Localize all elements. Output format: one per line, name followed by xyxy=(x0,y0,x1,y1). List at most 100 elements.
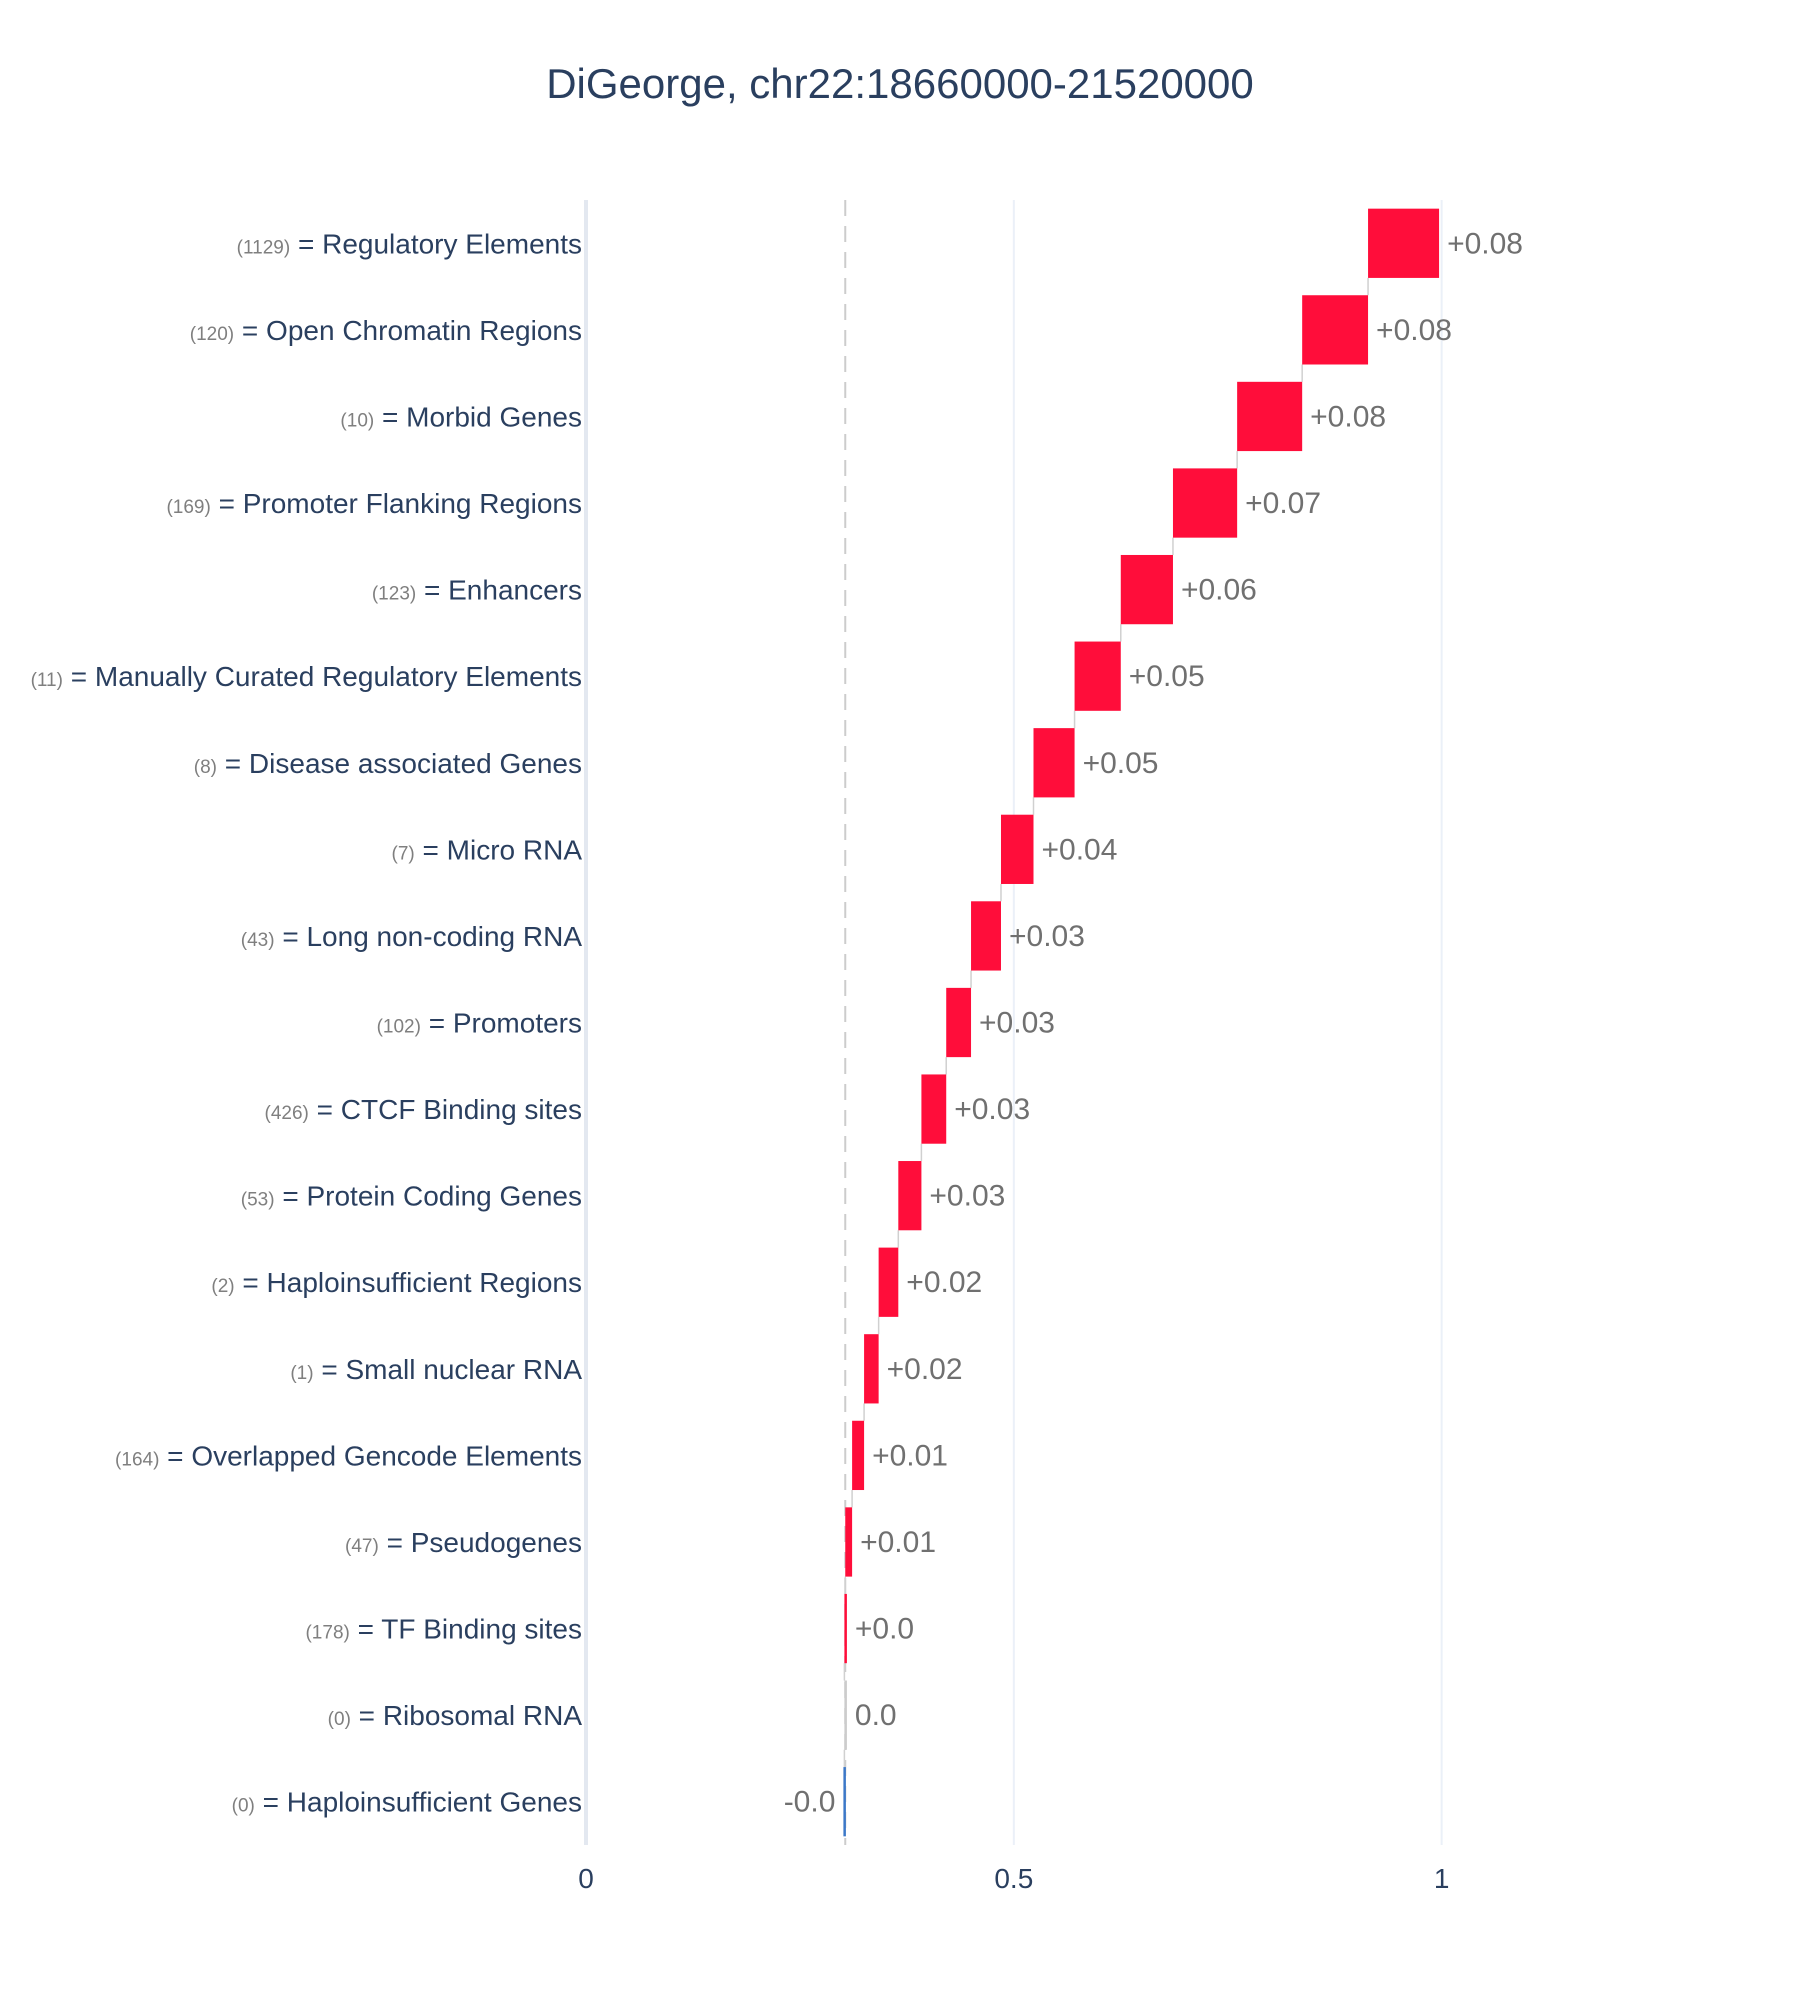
category-count: (426) xyxy=(265,1103,309,1124)
category-count: (164) xyxy=(115,1449,159,1470)
value-label: +0.02 xyxy=(906,1266,982,1299)
category-label: (8) = Disease associated Genes xyxy=(194,748,582,779)
category-label: (7) = Micro RNA xyxy=(392,834,583,865)
category-count: (0) xyxy=(328,1709,351,1730)
value-label: +0.03 xyxy=(929,1180,1005,1213)
category-count: (102) xyxy=(377,1017,421,1038)
category-label: (43) = Long non-coding RNA xyxy=(241,921,583,952)
category-label: (1129) = Regulatory Elements xyxy=(237,228,582,259)
category-count: (47) xyxy=(345,1536,379,1557)
waterfall-bar xyxy=(878,1247,899,1317)
category-label: (426) = CTCF Binding sites xyxy=(265,1094,582,1125)
category-label: (2) = Haploinsufficient Regions xyxy=(211,1267,582,1298)
value-label: -0.0 xyxy=(784,1786,836,1819)
category-name: = Morbid Genes xyxy=(374,401,582,432)
category-name: = Disease associated Genes xyxy=(217,748,582,779)
category-name: = Pseudogenes xyxy=(379,1527,582,1558)
category-label: (178) = TF Binding sites xyxy=(305,1614,582,1645)
category-label: (123) = Enhancers xyxy=(372,575,582,606)
category-name: = Overlapped Gencode Elements xyxy=(159,1440,582,1471)
value-label: +0.05 xyxy=(1083,747,1159,780)
category-count: (7) xyxy=(392,843,415,864)
category-label: (11) = Manually Curated Regulatory Eleme… xyxy=(31,661,582,692)
value-label: +0.08 xyxy=(1310,400,1386,433)
category-name: = CTCF Binding sites xyxy=(309,1094,582,1125)
category-name: = Manually Curated Regulatory Elements xyxy=(63,661,582,692)
category-label: (169) = Promoter Flanking Regions xyxy=(166,488,582,519)
category-name: = Micro RNA xyxy=(415,834,583,865)
value-label: +0.03 xyxy=(979,1007,1055,1040)
waterfall-bar xyxy=(946,987,972,1058)
category-label: (120) = Open Chromatin Regions xyxy=(190,315,582,346)
x-tick-label: 1 xyxy=(1434,1863,1450,1894)
waterfall-bar xyxy=(852,1420,865,1491)
value-label: +0.08 xyxy=(1376,314,1452,347)
value-label: +0.04 xyxy=(1041,833,1117,866)
category-count: (10) xyxy=(340,410,374,431)
category-count: (178) xyxy=(305,1623,349,1644)
x-tick-label: 0.5 xyxy=(994,1863,1033,1894)
category-name: = Ribosomal RNA xyxy=(351,1700,582,1731)
category-count: (53) xyxy=(241,1190,275,1211)
category-label: (47) = Pseudogenes xyxy=(345,1527,582,1558)
waterfall-bar xyxy=(1120,554,1173,625)
value-label: +0.03 xyxy=(954,1093,1030,1126)
waterfall-bar xyxy=(1172,468,1238,538)
waterfall-bar xyxy=(1000,814,1034,884)
value-label: +0.0 xyxy=(855,1613,914,1646)
category-count: (120) xyxy=(190,324,234,345)
waterfall-bar xyxy=(844,1593,847,1664)
category-label: (0) = Haploinsufficient Genes xyxy=(232,1787,582,1818)
value-label: +0.01 xyxy=(872,1439,948,1472)
value-label: +0.06 xyxy=(1181,574,1257,607)
waterfall-bar xyxy=(1074,641,1121,711)
value-label: 0.0 xyxy=(855,1699,897,1732)
waterfall-bar xyxy=(1368,208,1440,278)
category-name: = Haploinsufficient Genes xyxy=(255,1787,582,1818)
category-count: (2) xyxy=(211,1276,234,1297)
category-label: (10) = Morbid Genes xyxy=(340,401,582,432)
value-labels: +0.08 +0.08 +0.08 +0.07 +0.06 +0.05 +0.05 +0.04… xyxy=(784,227,1523,1818)
category-name: = Open Chromatin Regions xyxy=(234,315,582,346)
value-label: +0.05 xyxy=(1129,660,1205,693)
chart-title: DiGeorge, chr22:18660000-21520000 xyxy=(546,60,1254,107)
category-count: (1) xyxy=(290,1363,313,1384)
connector-lines xyxy=(843,277,1369,1768)
waterfall-bar xyxy=(971,901,1001,971)
waterfall-bar xyxy=(921,1074,947,1144)
x-axis-ticks: 0 0.5 1 xyxy=(578,1863,1449,1894)
category-count: (11) xyxy=(31,670,63,691)
category-name: = Haploinsufficient Regions xyxy=(235,1267,582,1298)
waterfall-bar xyxy=(1237,381,1303,452)
category-count: (123) xyxy=(372,584,416,605)
category-name: = Small nuclear RNA xyxy=(314,1354,583,1385)
waterfall-bar xyxy=(845,1507,853,1577)
category-count: (169) xyxy=(166,497,210,518)
waterfall-bars xyxy=(843,208,1440,1837)
category-label: (0) = Ribosomal RNA xyxy=(328,1700,583,1731)
waterfall-bar xyxy=(898,1161,922,1231)
value-label: +0.08 xyxy=(1447,227,1523,260)
category-label: (102) = Promoters xyxy=(377,1008,582,1039)
waterfall-bar xyxy=(844,1680,847,1750)
waterfall-bar xyxy=(1302,295,1369,365)
category-labels: (1129) = Regulatory Elements (120) = Open… xyxy=(31,228,583,1817)
waterfall-bar xyxy=(843,1767,846,1837)
category-name: = Promoters xyxy=(421,1008,582,1039)
x-tick-label: 0 xyxy=(578,1863,594,1894)
category-label: (1) = Small nuclear RNA xyxy=(290,1354,582,1385)
category-label: (53) = Protein Coding Genes xyxy=(241,1181,582,1212)
waterfall-bar xyxy=(1033,728,1075,798)
value-label: +0.03 xyxy=(1009,920,1085,953)
category-count: (43) xyxy=(241,930,275,951)
category-label: (164) = Overlapped Gencode Elements xyxy=(115,1440,582,1471)
value-label: +0.07 xyxy=(1245,487,1321,520)
value-label: +0.01 xyxy=(860,1526,936,1559)
category-count: (1129) xyxy=(237,237,291,258)
category-name: = TF Binding sites xyxy=(350,1614,582,1645)
category-name: = Long non-coding RNA xyxy=(275,921,583,952)
category-count: (8) xyxy=(194,757,217,778)
category-name: = Protein Coding Genes xyxy=(275,1181,582,1212)
category-name: = Promoter Flanking Regions xyxy=(211,488,582,519)
